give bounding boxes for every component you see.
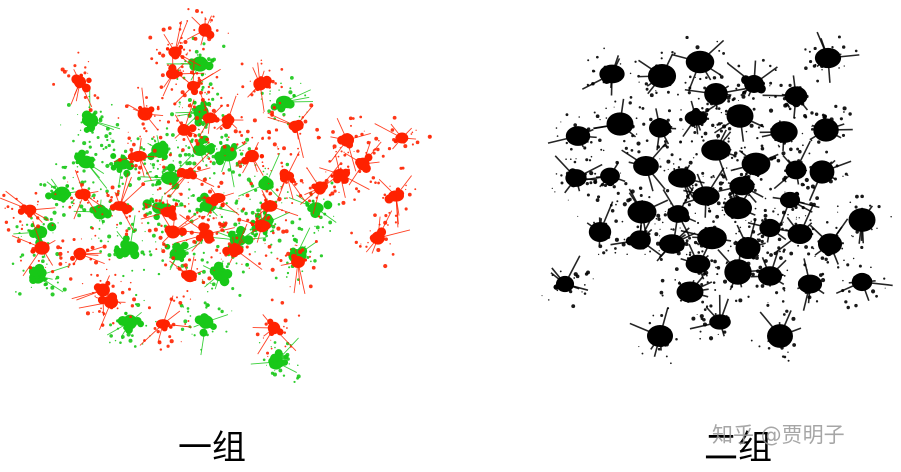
black-splatter [593, 96, 646, 152]
red-splatter [52, 51, 100, 112]
green-splatter [99, 215, 153, 278]
black-splatter [793, 150, 852, 201]
black-splatter [772, 177, 820, 232]
black-splatter [579, 149, 626, 207]
black-splatter [804, 31, 860, 83]
red-splatter [117, 86, 164, 140]
black-splatter [637, 51, 687, 98]
black-splatter [716, 241, 769, 303]
red-splatter [176, 214, 235, 261]
black-splatter [836, 194, 892, 250]
red-splatter [96, 173, 144, 236]
red-splatter [179, 8, 229, 52]
black-splatter [762, 66, 819, 119]
black-splatter [680, 90, 727, 139]
red-splatter [78, 285, 137, 331]
red-splatter [113, 131, 164, 187]
black-splatter [725, 219, 778, 265]
red-green-splatter-panel [0, 8, 432, 384]
green-splatter [188, 253, 250, 297]
green-splatter [140, 150, 197, 202]
red-splatter [224, 129, 280, 186]
black-splatter [659, 153, 705, 207]
red-splatter [54, 169, 115, 220]
red-splatter [261, 146, 306, 203]
black-splatter [680, 209, 737, 269]
black-splatter [750, 309, 802, 362]
red-splatter [374, 115, 432, 158]
black-splatter [629, 307, 678, 365]
black-splatter [759, 105, 814, 160]
red-splatter [203, 93, 257, 152]
red-splatter [267, 103, 322, 159]
green-splatter [288, 180, 341, 234]
black-splatter [577, 201, 626, 256]
red-splatter [196, 172, 250, 227]
green-splatter [39, 176, 91, 221]
red-splatter [139, 295, 192, 351]
black-splatter [803, 104, 853, 144]
red-splatter [240, 59, 284, 114]
black-splatter [581, 47, 640, 103]
green-splatter [55, 134, 111, 190]
red-splatter [164, 250, 212, 302]
black-splatter [746, 250, 787, 307]
black-splatter-panel [541, 31, 893, 365]
green-splatter [250, 337, 301, 384]
black-splatter [727, 58, 778, 102]
red-splatter [298, 163, 346, 218]
red-splatter [170, 58, 221, 108]
black-splatter [680, 167, 726, 219]
green-splatter [238, 152, 290, 213]
black-splatter [671, 243, 717, 286]
black-splatter [643, 227, 699, 271]
red-splatter [11, 221, 69, 277]
black-splatter [659, 268, 717, 321]
black-splatter [684, 65, 748, 125]
black-splatter [621, 142, 675, 197]
black-splatter [671, 35, 729, 91]
red-splatter [155, 201, 199, 260]
green-splatter [73, 188, 130, 240]
green-splatter [205, 123, 251, 188]
green-splatter [179, 301, 233, 356]
black-splatter [547, 113, 603, 162]
red-splatter [159, 152, 215, 205]
black-splatter [541, 255, 594, 309]
red-splatter [156, 99, 202, 157]
black-splatter [780, 256, 826, 311]
red-splatter [252, 298, 301, 358]
black-splatter [809, 218, 859, 269]
zhihu-watermark: 知乎 @贾明子 [712, 423, 845, 447]
caption-group-one: 一组 [178, 428, 246, 468]
caption-group-two: 二组 [704, 428, 772, 468]
green-splatter [166, 36, 226, 89]
black-splatter [713, 156, 767, 216]
black-splatter [835, 257, 893, 310]
green-splatter [60, 89, 121, 149]
green-splatter [176, 123, 224, 175]
red-splatter [207, 223, 263, 272]
red-splatter [270, 240, 318, 294]
red-splatter [317, 144, 370, 201]
black-splatter [730, 144, 781, 191]
red-splatter [148, 20, 201, 78]
black-splatter [689, 294, 738, 341]
red-splatter [0, 190, 56, 232]
red-splatter [59, 227, 111, 285]
red-splatter [335, 134, 382, 186]
red-splatter [350, 210, 411, 269]
black-splatter [775, 204, 815, 256]
red-splatter [369, 166, 417, 228]
black-splatter [688, 122, 735, 181]
green-splatter [11, 251, 70, 297]
black-splatter [721, 178, 767, 229]
red-splatter [246, 180, 299, 234]
green-splatter [13, 210, 59, 261]
green-splatter [103, 293, 157, 348]
black-splatter [630, 108, 684, 151]
black-splatter [714, 88, 765, 142]
